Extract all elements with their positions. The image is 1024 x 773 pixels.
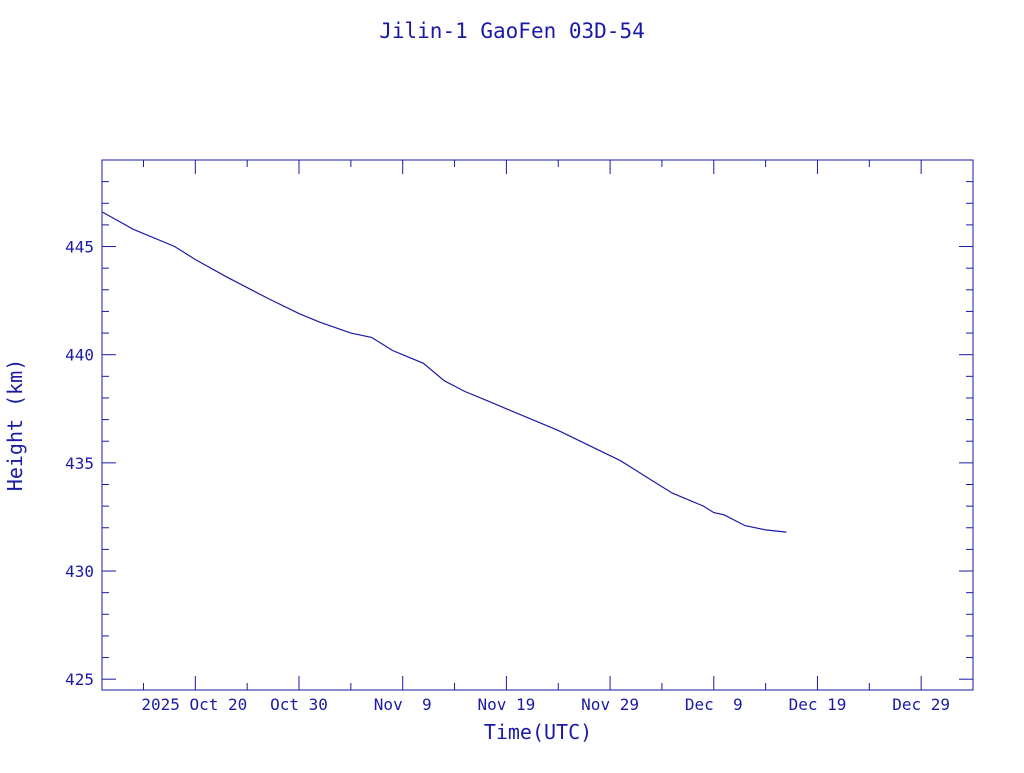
x-tick-label: Nov 9 — [374, 695, 432, 714]
x-tick-label: Dec 19 — [789, 695, 847, 714]
y-tick-label: 425 — [65, 670, 94, 689]
x-axis-label: Time(UTC) — [484, 720, 592, 744]
y-tick-label: 440 — [65, 346, 94, 365]
tick-labels: 425 430 435 440 445 2025 Oct 20 Oct 30 Nov 9 Nov… — [65, 238, 950, 714]
x-tick-label: Dec 29 — [892, 695, 950, 714]
x-tick-label: Nov 19 — [477, 695, 535, 714]
axis-ticks — [102, 159, 974, 690]
plot-frame — [101, 159, 974, 691]
x-tick-label: Dec 9 — [685, 695, 743, 714]
x-tick-label: 2025 Oct 20 — [141, 695, 247, 714]
height-series-line — [101, 211, 787, 533]
chart-title: Jilin-1 GaoFen 03D-54 — [379, 19, 645, 43]
y-tick-label: 445 — [65, 238, 94, 257]
y-tick-label: 435 — [65, 454, 94, 473]
y-axis-label: Height (km) — [3, 359, 27, 491]
x-tick-label: Nov 29 — [581, 695, 639, 714]
y-tick-label: 430 — [65, 562, 94, 581]
x-tick-label: Oct 30 — [270, 695, 328, 714]
